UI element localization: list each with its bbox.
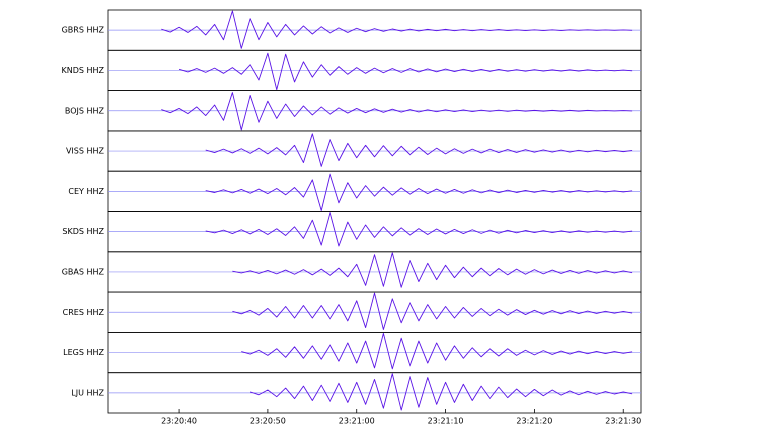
waveform (161, 92, 633, 131)
station-label: CEY HHZ (68, 187, 104, 196)
station-label: LEGS HHZ (63, 348, 104, 357)
x-tick-label: 23:21:30 (605, 417, 641, 426)
x-tick-label: 23:21:20 (516, 417, 552, 426)
waveform (205, 133, 633, 167)
waveform (205, 173, 633, 211)
waveform (205, 212, 633, 247)
waveform (161, 10, 633, 49)
waveform (249, 373, 633, 411)
x-tick-label: 23:21:00 (339, 417, 375, 426)
x-tick-label: 23:20:40 (161, 417, 197, 426)
station-label: CRES HHZ (63, 308, 105, 317)
x-tick-label: 23:21:10 (428, 417, 464, 426)
waveform (232, 252, 633, 288)
waveform (241, 332, 633, 370)
waveform (232, 292, 633, 330)
station-label: SKDS HHZ (62, 227, 104, 236)
station-label: BOJS HHZ (65, 106, 105, 115)
station-label: VISS HHZ (66, 147, 105, 156)
station-label: GBAS HHZ (62, 267, 105, 276)
station-label: LJU HHZ (71, 388, 104, 397)
waveform (178, 52, 633, 91)
x-tick-label: 23:20:50 (250, 417, 286, 426)
station-label: GBRS HHZ (62, 26, 105, 35)
station-label: KNDS HHZ (61, 66, 104, 75)
